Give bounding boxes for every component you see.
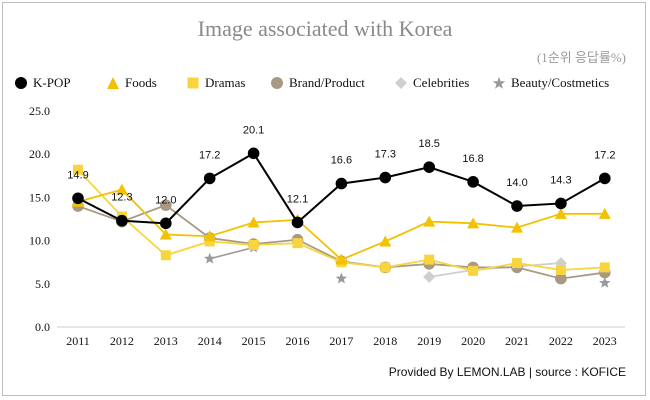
data-point: [160, 217, 172, 230]
legend-label: Brand/Product: [289, 75, 365, 90]
data-point: [467, 176, 479, 188]
data-point: [511, 221, 523, 233]
y-tick-label: 25.0: [29, 104, 50, 118]
data-point: [335, 177, 348, 190]
data-point: [159, 228, 172, 240]
y-tick-label: 5.0: [35, 277, 50, 291]
data-label: 12.0: [155, 194, 176, 206]
data-label: 18.5: [418, 138, 439, 150]
data-point: [160, 250, 171, 261]
data-label: 17.2: [199, 149, 220, 161]
y-tick-label: 20.0: [29, 147, 50, 161]
data-point: [599, 172, 611, 185]
x-tick-label: 2012: [110, 334, 134, 348]
data-point: [160, 199, 172, 211]
data-label: 12.1: [287, 193, 308, 205]
star-marker-icon: [492, 76, 506, 89]
data-label: 14.3: [550, 174, 571, 186]
data-label: 17.3: [375, 149, 396, 161]
y-tick-label: 0.0: [35, 320, 50, 334]
legend-label: Beauty/Costmetics: [511, 75, 610, 90]
data-point: [555, 197, 567, 210]
x-tick-label: 2021: [505, 334, 529, 348]
data-point: [116, 214, 128, 227]
data-label: 16.8: [462, 153, 483, 165]
x-tick-label: 2023: [593, 334, 617, 348]
data-point: [598, 207, 611, 219]
data-point: [292, 238, 303, 249]
data-point: [424, 254, 435, 265]
data-point: [379, 235, 392, 247]
data-point: [335, 253, 348, 265]
x-tick-label: 2017: [329, 334, 353, 348]
data-point: [204, 236, 215, 247]
source-footer: Provided By LEMON.LAB | source : KOFICE: [388, 365, 626, 379]
unit-label: (1순위 응답률%): [536, 50, 626, 65]
data-point: [72, 192, 84, 205]
data-point: [599, 262, 610, 273]
series-line: [77, 204, 605, 280]
y-tick-label: 10.0: [29, 234, 50, 248]
data-label: 17.2: [594, 149, 615, 161]
data-label: 20.1: [243, 124, 264, 136]
data-point: [247, 147, 260, 160]
data-point: [380, 262, 391, 273]
data-point: [512, 258, 522, 269]
data-point: [423, 215, 436, 227]
data-label: 16.6: [331, 155, 352, 167]
data-point: [467, 217, 480, 229]
chart-title: Image associated with Korea: [197, 16, 453, 41]
data-label: 14.0: [506, 177, 527, 189]
data-point: [203, 230, 216, 242]
data-point: [335, 272, 348, 284]
data-point: [291, 216, 304, 229]
x-tick-label: 2022: [549, 334, 573, 348]
square-marker-icon: [187, 77, 199, 89]
data-point: [203, 172, 216, 185]
data-point: [423, 270, 436, 283]
data-point: [468, 265, 479, 276]
circle-marker-icon: [271, 77, 283, 89]
y-tick-label: 15.0: [29, 190, 50, 204]
data-point: [73, 164, 83, 175]
x-tick-label: 2018: [373, 334, 397, 348]
data-point: [511, 200, 523, 212]
legend-label: Dramas: [205, 75, 246, 90]
data-point: [599, 276, 611, 288]
data-label: 12.3: [111, 192, 132, 204]
x-tick-label: 2013: [154, 334, 178, 348]
diamond-marker-icon: [395, 77, 407, 89]
series-line: [209, 246, 254, 260]
data-point: [203, 252, 216, 264]
data-point: [555, 272, 567, 285]
data-point: [248, 239, 259, 250]
x-tick-label: 2014: [198, 334, 222, 348]
circle-marker-icon: [15, 77, 27, 89]
data-point: [247, 216, 260, 228]
data-point: [379, 171, 392, 184]
data-point: [115, 183, 128, 195]
legend-label: K-POP: [33, 75, 71, 90]
legend-label: Foods: [125, 75, 157, 90]
x-tick-label: 2011: [66, 334, 90, 348]
triangle-marker-icon: [107, 77, 119, 89]
data-point: [555, 264, 566, 275]
x-tick-label: 2016: [286, 334, 310, 348]
x-tick-label: 2019: [417, 334, 441, 348]
data-label: 14.9: [67, 169, 88, 181]
data-point: [554, 207, 567, 219]
legend-label: Celebrities: [413, 75, 470, 90]
x-tick-label: 2015: [242, 334, 266, 348]
data-point: [423, 161, 436, 173]
x-tick-label: 2020: [461, 334, 485, 348]
